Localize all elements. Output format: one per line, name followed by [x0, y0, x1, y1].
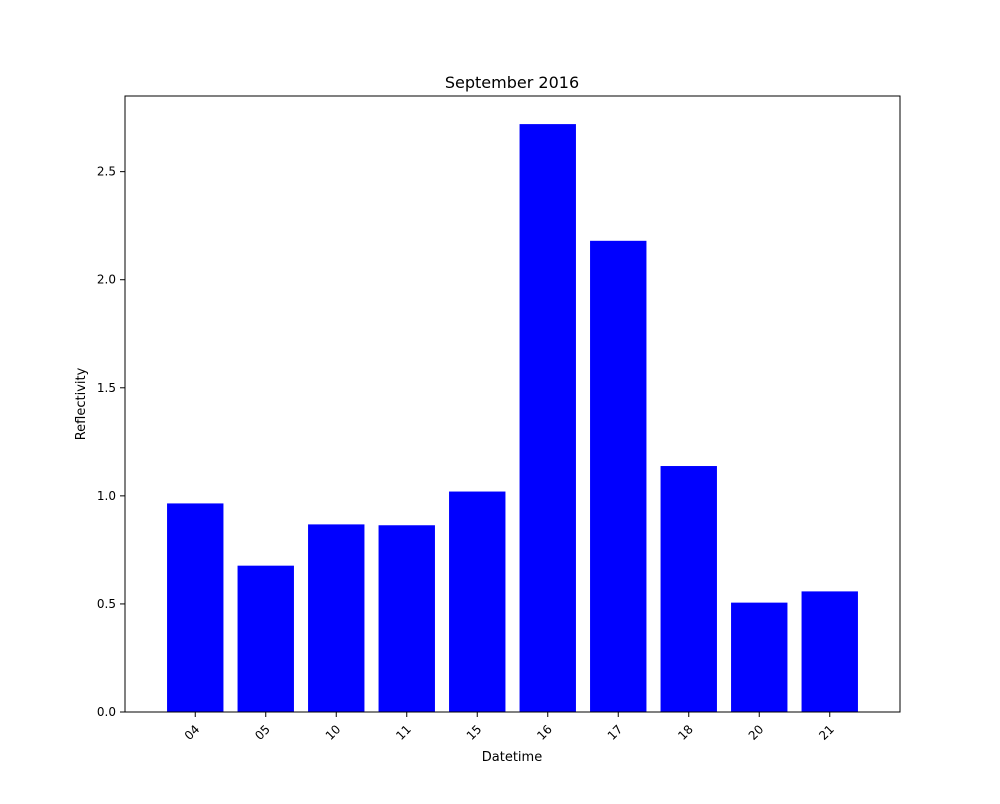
x-tick-label-11: 11 [393, 722, 414, 743]
bar-20 [731, 602, 788, 712]
y-axis: 0.0 0.5 1.0 1.5 2.0 2.5 [97, 165, 125, 719]
y-tick-label-2.5: 2.5 [97, 165, 116, 179]
x-axis-label: Datetime [482, 750, 542, 765]
bars-layer [167, 124, 858, 713]
bar-16 [519, 124, 576, 713]
x-tick-label-04: 04 [182, 722, 203, 743]
bar-18 [660, 466, 717, 712]
y-tick-label-1.5: 1.5 [97, 381, 116, 395]
y-tick-label-2.0: 2.0 [97, 273, 116, 287]
plot-frame [124, 95, 901, 713]
x-tick-label-20: 20 [746, 722, 767, 743]
y-tick-label-1.0: 1.0 [97, 489, 116, 503]
x-tick-label-21: 21 [816, 722, 837, 743]
bar-05 [237, 565, 294, 712]
x-tick-label-05: 05 [252, 722, 273, 743]
x-tick-label-10: 10 [323, 722, 344, 743]
bar-10 [308, 524, 365, 712]
y-tick-label-0.0: 0.0 [97, 705, 116, 719]
x-tick-label-16: 16 [534, 722, 555, 743]
chart-title: September 2016 [445, 73, 579, 92]
y-axis-label: Reflectivity [74, 367, 89, 440]
bar-21 [801, 591, 858, 712]
bar-04 [167, 503, 224, 712]
bar-11 [378, 525, 435, 712]
bar-17 [590, 240, 647, 712]
y-tick-label-0.5: 0.5 [97, 597, 116, 611]
x-tick-label-17: 17 [605, 722, 626, 743]
x-axis: 04 05 10 11 15 16 17 18 20 21 [182, 712, 837, 743]
x-tick-label-15: 15 [464, 722, 485, 743]
bar-15 [449, 491, 506, 712]
x-tick-label-18: 18 [675, 722, 696, 743]
